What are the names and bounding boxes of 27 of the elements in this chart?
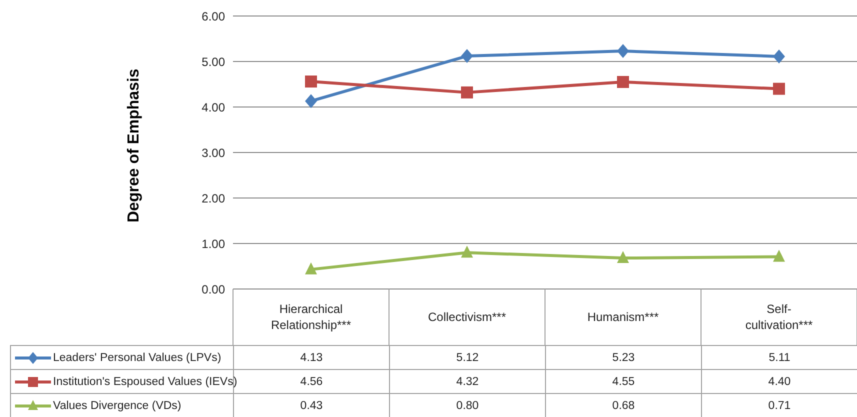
legend-label: Leaders' Personal Values (LPVs) xyxy=(53,352,222,364)
y-tick-label: 2.00 xyxy=(202,191,226,206)
y-tick-label: 1.00 xyxy=(202,236,226,251)
data-label: 4.40 xyxy=(702,370,857,394)
y-axis-title: Degree of Emphasis xyxy=(126,68,143,222)
data-label: 0.71 xyxy=(702,394,857,417)
x-tick-label: Hierarchical Relationship*** xyxy=(270,302,352,332)
y-tick-label: 0.00 xyxy=(202,282,226,296)
data-label: 5.11 xyxy=(702,346,857,370)
legend-label: Values Divergence (VDs) xyxy=(53,400,182,412)
x-tick-label: Humanism*** xyxy=(587,310,660,324)
y-tick-label: 4.00 xyxy=(202,100,226,114)
data-label: 4.56 xyxy=(300,376,323,388)
data-label: 5.12 xyxy=(390,346,546,370)
legend-label: Institution's Espoused Values (IEVs) xyxy=(53,376,238,388)
data-label: 4.13 xyxy=(234,346,390,370)
data-label: 4.55 xyxy=(546,370,702,394)
y-tick-label: 6.00 xyxy=(202,9,226,24)
data-label: 4.32 xyxy=(390,370,546,394)
data-label: 0.43 xyxy=(234,394,390,417)
y-tick-label: 5.00 xyxy=(202,54,226,69)
y-tick-label: 3.00 xyxy=(202,146,226,160)
data-label: 0.68 xyxy=(546,394,702,417)
x-tick-label: Collectivism*** xyxy=(428,310,506,324)
data-label: 5.23 xyxy=(546,346,702,370)
x-tick-label: Self-cultivation*** xyxy=(745,302,814,332)
data-label: 0.80 xyxy=(390,394,546,417)
